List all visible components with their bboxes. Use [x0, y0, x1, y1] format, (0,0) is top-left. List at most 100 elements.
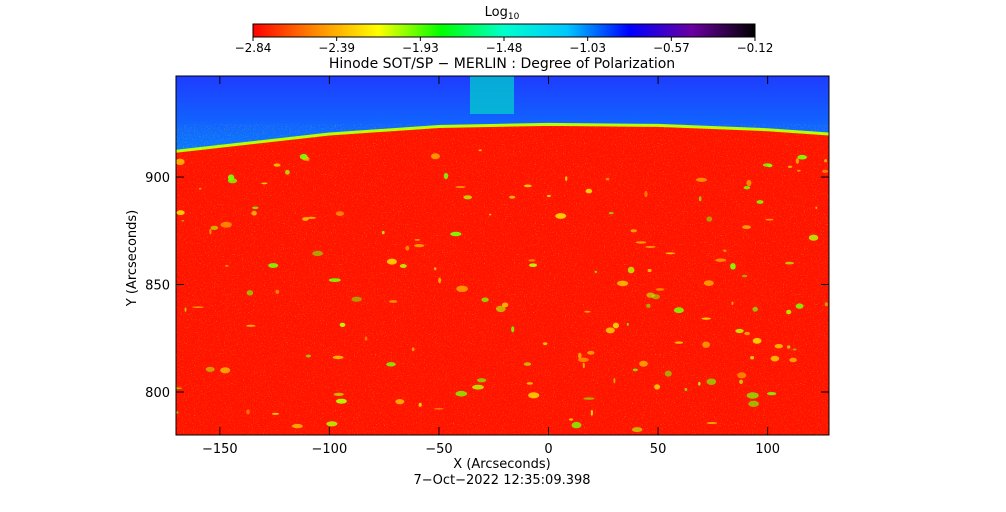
feature-patch	[787, 165, 793, 168]
feature-patch	[181, 220, 185, 222]
feature-patch	[529, 263, 537, 268]
feature-patch	[252, 206, 259, 210]
x-tick-label: 100	[755, 442, 780, 457]
feature-patch	[744, 331, 750, 336]
solar-limb	[176, 122, 829, 153]
feature-patch	[748, 400, 759, 407]
feature-patch	[706, 378, 717, 385]
y-tick-label: 900	[145, 171, 170, 186]
feature-patch	[756, 200, 764, 204]
feature-patch	[433, 267, 437, 271]
feature-patch	[741, 274, 748, 278]
feature-patch	[364, 336, 368, 341]
feature-patch	[481, 297, 489, 303]
feature-patch	[571, 421, 582, 429]
feature-patch	[605, 327, 615, 334]
feature-patch	[455, 390, 468, 397]
x-tick-label: 50	[650, 442, 667, 457]
feature-patch	[750, 356, 755, 360]
feature-patch	[815, 206, 818, 210]
feature-patch	[228, 174, 235, 181]
feature-patch	[786, 309, 792, 315]
feature-patch	[405, 245, 410, 251]
feature-patch	[299, 153, 308, 160]
feature-patch	[735, 328, 744, 334]
colorbar-label: Log10	[485, 5, 520, 22]
feature-patch	[495, 305, 506, 313]
feature-patch	[285, 169, 290, 175]
x-axis-ticks: −150 −100 −50 0 50 100	[202, 76, 780, 457]
feature-patch	[569, 418, 574, 421]
feature-patch	[261, 182, 268, 185]
feature-patch	[584, 310, 591, 313]
feature-patch	[292, 423, 303, 429]
feature-patch	[246, 324, 256, 327]
feature-patch	[209, 228, 212, 235]
y-tick-label: 850	[145, 279, 170, 294]
feature-patch	[746, 179, 752, 187]
feature-patch	[774, 344, 783, 349]
feature-patch	[684, 387, 688, 392]
feature-patch	[273, 163, 281, 167]
feature-patch	[386, 258, 397, 265]
feature-patch	[275, 289, 280, 294]
feature-patch	[674, 341, 684, 344]
feature-patch	[268, 263, 279, 268]
feature-patch	[205, 366, 215, 372]
feature-patch	[627, 266, 635, 274]
feature-patch	[795, 303, 804, 309]
feature-patch	[789, 357, 797, 363]
feature-patch	[456, 285, 468, 292]
feature-patch	[698, 381, 701, 386]
feature-patch	[478, 149, 482, 152]
feature-patch	[463, 195, 473, 200]
feature-patch	[630, 229, 637, 233]
feature-patch	[306, 216, 317, 219]
feature-patch	[335, 211, 344, 217]
feature-patch	[176, 411, 179, 414]
x-tick-label: −150	[202, 442, 238, 457]
off-disk-patch	[470, 76, 514, 114]
feature-patch	[632, 427, 643, 433]
feature-patch	[605, 177, 610, 181]
feature-patch	[443, 172, 449, 180]
feature-patch	[472, 384, 484, 390]
feature-patch	[336, 398, 347, 404]
feature-patch	[220, 221, 232, 228]
feature-patch	[246, 409, 250, 415]
feature-patch	[703, 280, 714, 286]
colorbar-tick-label: −2.39	[318, 41, 355, 55]
feature-patch	[706, 216, 713, 222]
feature-patch	[821, 169, 829, 173]
colorbar	[252, 23, 756, 38]
feature-patch	[594, 270, 597, 274]
colorbar-tick-label: −0.57	[653, 41, 690, 55]
feature-patch	[578, 352, 582, 359]
plot-frame	[175, 75, 830, 436]
feature-patch	[333, 392, 344, 396]
feature-patch	[220, 367, 231, 374]
magnetic-features	[176, 149, 829, 433]
feature-patch	[305, 354, 311, 358]
feature-patch	[731, 301, 734, 305]
feature-patch	[577, 357, 589, 362]
colorbar-tick-label: −2.84	[235, 41, 272, 55]
feature-patch	[430, 153, 440, 160]
feature-patch	[184, 307, 187, 312]
feature-patch	[438, 277, 442, 284]
colorbar-tick-label: −1.03	[569, 41, 606, 55]
feature-patch	[752, 337, 762, 344]
feature-patch	[488, 213, 492, 216]
feature-patch	[655, 288, 665, 291]
feature-patch	[455, 186, 466, 188]
feature-patch	[302, 217, 309, 221]
feature-patch	[739, 379, 744, 384]
feature-patch	[608, 211, 614, 215]
feature-patch	[501, 302, 509, 308]
feature-patch	[251, 210, 257, 216]
feature-patch	[565, 176, 568, 181]
timestamp: 7−Oct−2022 12:35:09.398	[413, 473, 590, 488]
feature-patch	[665, 252, 676, 255]
feature-patch	[737, 372, 747, 379]
feature-patch	[399, 264, 407, 268]
